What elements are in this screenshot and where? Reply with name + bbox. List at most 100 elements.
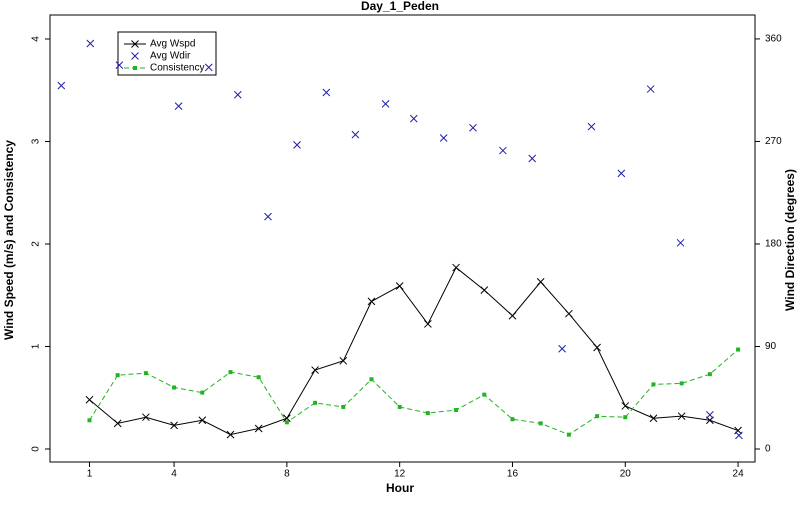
data-point [510,417,515,422]
data-point [204,63,213,72]
y-tick-label: 2 [31,241,42,247]
data-point [482,392,487,397]
x-tick-label: 4 [171,469,177,480]
legend-label: Consistency [150,63,204,74]
data-point [595,414,600,419]
data-point [409,114,418,123]
data-point [254,424,263,433]
data-point [558,344,566,353]
data-point [587,122,596,131]
y2-tick-label: 90 [765,341,777,352]
data-point [142,413,150,422]
legend-label: Avg Wdir [150,51,191,62]
data-point [706,410,714,419]
data-point [293,141,301,149]
y-tick-label: 3 [31,138,42,144]
data-point [339,356,348,365]
data-point [651,382,656,387]
data-point [395,282,404,290]
y2-tick-label: 270 [765,136,782,147]
data-point [85,395,94,404]
data-point [322,88,331,97]
data-point [480,286,489,294]
x-tick-label: 8 [284,469,290,480]
x-tick-label: 12 [394,469,406,480]
data-point [351,130,360,139]
data-point [676,238,685,247]
data-point [113,419,122,428]
legend-marker [133,66,137,70]
data-point [734,426,742,435]
x-tick-label: 20 [620,469,632,480]
data-point [143,371,148,376]
x-tick-label: 16 [507,469,519,480]
series-line [89,266,739,436]
data-point [439,134,448,142]
x-tick-label: 1 [87,469,93,480]
data-point [707,372,712,377]
data-point [593,343,601,352]
data-point [499,146,507,155]
data-point [646,85,655,93]
data-point [469,123,477,132]
data-point [87,418,92,423]
data-point [115,373,120,378]
data-point [57,81,66,90]
data-point [528,154,537,163]
y2-axis-label: Wind Direction (degrees) [783,169,797,311]
legend-marker [131,52,139,60]
data-point [425,411,430,416]
data-point [174,102,183,110]
data-point [86,39,95,48]
data-point [283,414,291,423]
data-point [617,169,626,178]
data-point [172,385,177,390]
data-point [381,99,390,108]
data-point [284,420,289,425]
data-point [311,366,319,374]
data-point [623,415,628,420]
x-axis-label: Hour [386,481,414,495]
data-point [200,390,205,395]
data-point [679,381,684,386]
data-point [367,297,376,306]
data-point [233,90,242,99]
y-tick-label: 0 [31,446,42,452]
y-tick-label: 4 [31,36,42,42]
y2-tick-label: 360 [765,34,782,45]
chart-title: Day_1_Peden [361,0,439,13]
plot-frame [49,14,756,463]
data-point [536,278,545,286]
data-point [735,431,743,440]
data-point [115,61,124,69]
legend-label: Avg Wspd [150,39,195,50]
data-point [452,263,460,272]
data-point [397,404,402,409]
data-point [454,408,459,413]
data-point [313,400,318,405]
y-tick-label: 1 [31,343,42,349]
data-point [621,402,630,410]
data-point [369,377,374,382]
y2-tick-label: 0 [765,444,771,455]
data-point [566,432,571,437]
data-point [170,421,178,430]
data-point [424,320,432,328]
y-axis-label: Wind Speed (m/s) and Consistency [2,140,16,340]
data-point [264,212,272,221]
data-point [565,309,573,318]
data-point [736,347,741,352]
y2-tick-label: 180 [765,239,782,250]
data-point [706,416,714,425]
data-point [538,421,543,426]
data-point [649,414,658,423]
x-tick-label: 24 [733,469,745,480]
data-point [228,370,233,375]
series-line [89,349,739,436]
legend-marker [131,40,139,48]
data-point [677,412,686,421]
data-point [226,430,235,439]
data-point [198,416,207,425]
data-point [508,311,517,320]
